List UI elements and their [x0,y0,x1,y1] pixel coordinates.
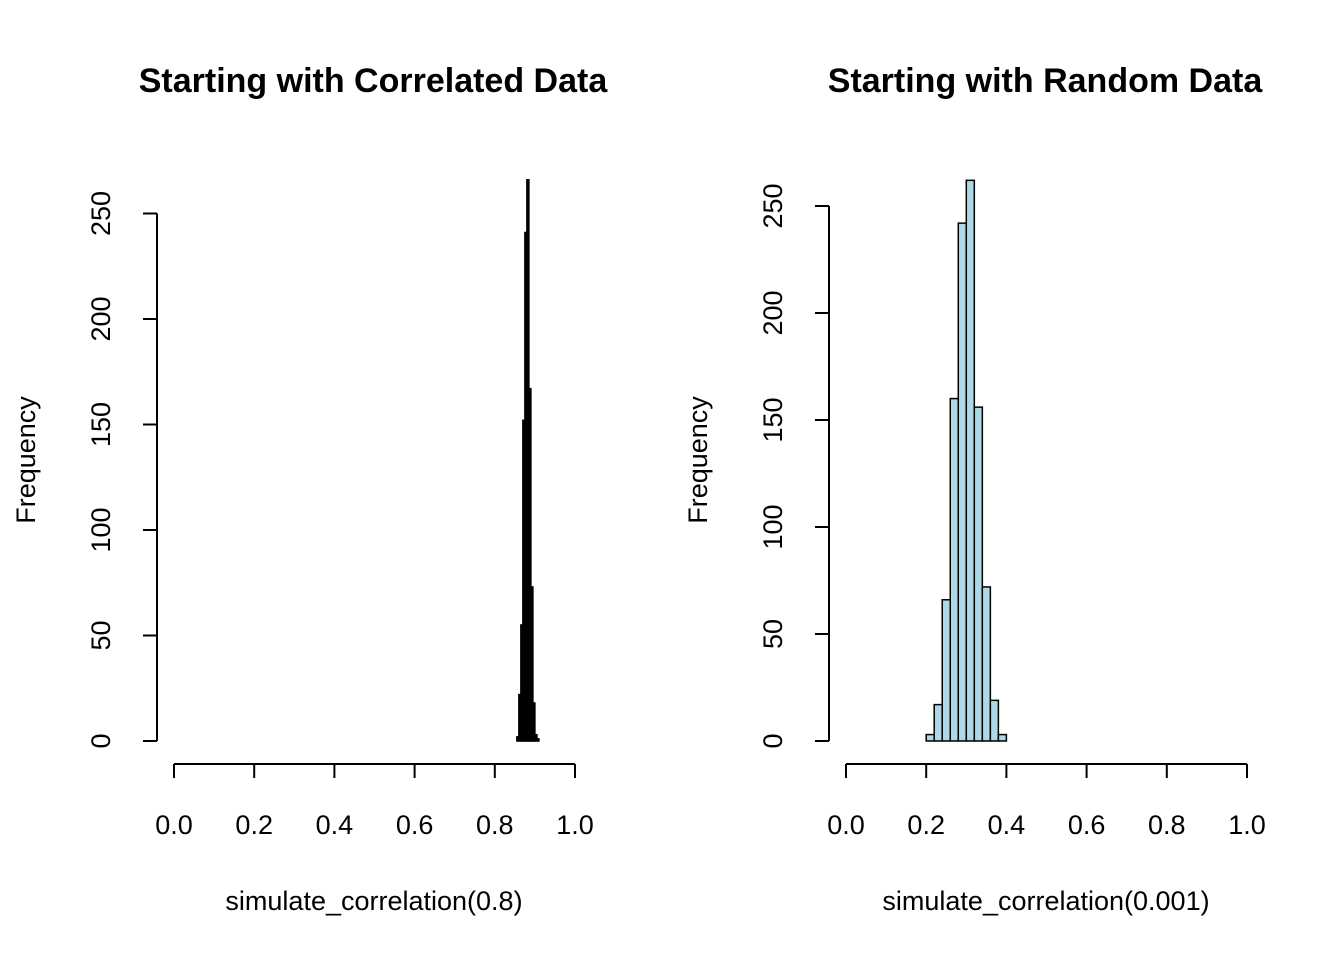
histogram-bar [949,397,960,742]
y-tick-label: 150 [758,397,788,442]
histogram-panel-random: Starting with Random Data simulate_corre… [683,62,1266,916]
x-tick-label: 0.6 [396,810,434,840]
y-axis-label: Frequency [11,396,41,524]
y-tick-label: 100 [86,507,116,552]
histogram-bar [534,733,538,742]
y-tick-label: 50 [758,619,788,649]
histogram-bar [981,586,992,742]
x-tick-label: 0.8 [476,810,514,840]
x-tick-label: 1.0 [1228,810,1266,840]
x-tick-label: 0.4 [316,810,354,840]
y-tick-label: 0 [86,733,116,748]
x-tick-label: 0.2 [235,810,273,840]
histogram-bar [532,702,536,742]
histogram-bar [957,222,968,742]
histogram-bar [933,703,943,742]
x-axis-label: simulate_correlation(0.001) [882,886,1209,916]
x-tick-label: 0.6 [1068,810,1106,840]
y-axis-label: Frequency [683,396,713,524]
y-tick-label: 150 [86,402,116,447]
histogram-bar [530,586,534,742]
x-tick-label: 0.0 [827,810,865,840]
histogram-bar [973,406,984,742]
y-tick-label: 100 [758,504,788,549]
y-tick-label: 50 [86,620,116,650]
chart-title: Starting with Random Data [828,62,1264,100]
histogram-bar [536,738,540,742]
histogram-bar [925,733,935,742]
x-tick-label: 0.2 [907,810,945,840]
x-tick-label: 0.8 [1148,810,1186,840]
histogram-bar [965,179,976,742]
histogram-bar [989,699,1000,742]
histogram-bar [528,387,532,742]
x-tick-label: 1.0 [556,810,594,840]
x-tick-label: 0.0 [155,810,193,840]
y-tick-label: 250 [86,191,116,236]
x-axis-label: simulate_correlation(0.8) [225,886,522,916]
histogram-bar [997,733,1008,742]
y-tick-label: 0 [758,733,788,748]
histogram-bar [941,599,952,742]
chart-title: Starting with Correlated Data [139,62,609,100]
histogram-panel-correlated: Starting with Correlated Data simulate_c… [11,62,608,916]
y-tick-label: 200 [758,290,788,335]
y-tick-label: 250 [758,183,788,228]
y-tick-label: 200 [86,296,116,341]
x-tick-label: 0.4 [988,810,1026,840]
